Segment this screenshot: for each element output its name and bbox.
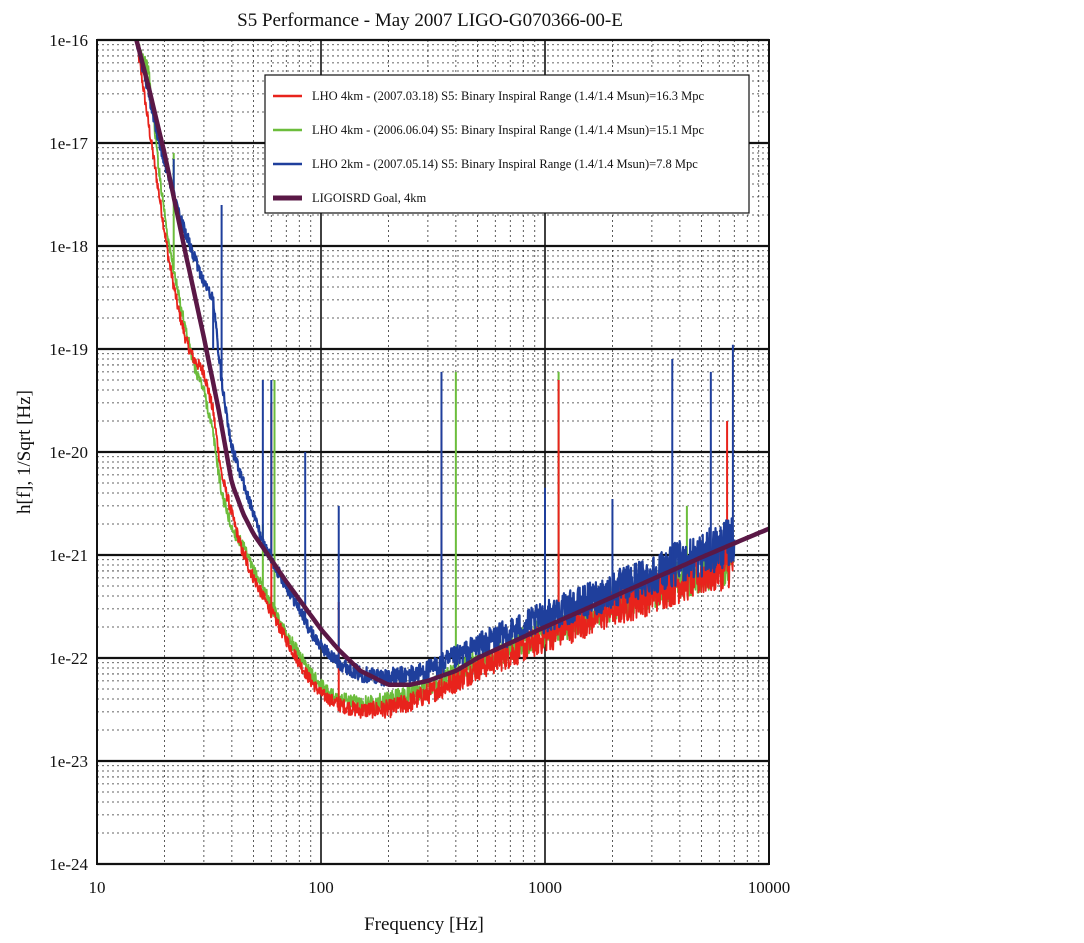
y-tick-label: 1e-17 bbox=[49, 134, 88, 153]
legend-label: LHO 4km - (2007.03.18) S5: Binary Inspir… bbox=[312, 89, 705, 103]
tick-labels: 10 100 1000 10000 1e-16 1e-17 1e-18 1e-19 1e-20 1… bbox=[49, 31, 790, 897]
legend-box bbox=[264, 74, 750, 214]
y-tick-label: 1e-21 bbox=[49, 546, 88, 565]
x-tick-label: 100 bbox=[308, 878, 334, 897]
y-tick-label: 1e-20 bbox=[49, 443, 88, 462]
goal-curve bbox=[134, 40, 769, 687]
legend-label: LIGOISRD Goal, 4km bbox=[312, 191, 427, 205]
x-tick-label: 10000 bbox=[748, 878, 791, 897]
legend: LHO 4km - (2007.03.18) S5: Binary Inspir… bbox=[264, 74, 750, 214]
x-tick-label: 10 bbox=[89, 878, 106, 897]
chart-title: S5 Performance - May 2007 LIGO-G070366-0… bbox=[237, 10, 623, 31]
y-tick-label: 1e-24 bbox=[49, 855, 88, 874]
y-tick-label: 1e-16 bbox=[49, 31, 88, 50]
y-tick-label: 1e-18 bbox=[49, 237, 88, 256]
y-tick-label: 1e-22 bbox=[49, 649, 88, 668]
y-axis-title: h[f], 1/Sqrt [Hz] bbox=[14, 390, 35, 514]
x-axis-title: Frequency [Hz] bbox=[364, 914, 484, 935]
plot-frame bbox=[96, 39, 770, 865]
series-line-3 bbox=[135, 42, 736, 687]
series-layer bbox=[134, 40, 769, 719]
y-tick-label: 1e-19 bbox=[49, 340, 88, 359]
y-tick-label: 1e-23 bbox=[49, 752, 88, 771]
legend-label: LHO 4km - (2006.06.04) S5: Binary Inspir… bbox=[312, 123, 705, 137]
legend-label: LHO 2km - (2007.05.14) S5: Binary Inspir… bbox=[312, 157, 698, 171]
series-group bbox=[134, 40, 769, 719]
x-tick-label: 1000 bbox=[528, 878, 562, 897]
